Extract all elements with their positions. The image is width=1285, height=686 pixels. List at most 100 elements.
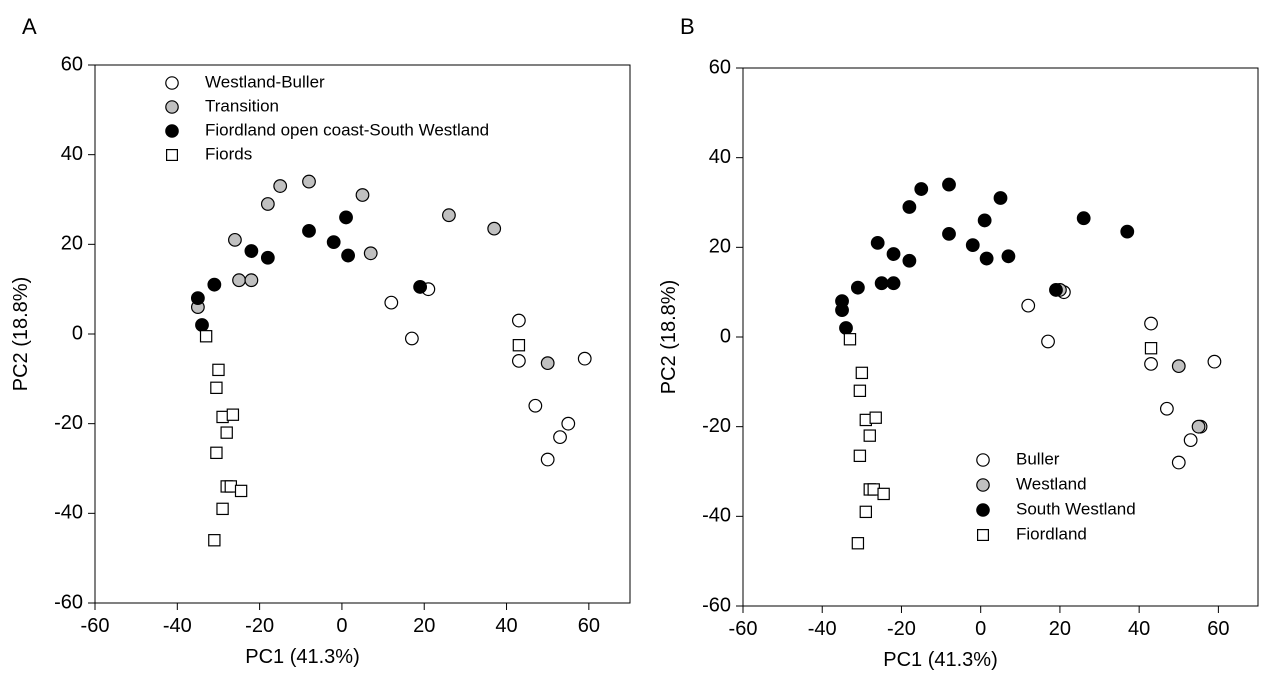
data-point: [341, 248, 355, 263]
y-tick-label: 20: [709, 236, 731, 258]
legend-label: Buller: [1016, 449, 1060, 468]
data-point: [260, 197, 275, 211]
panel-label: B: [680, 14, 695, 39]
data-point: [1183, 433, 1198, 448]
data-point: [1144, 357, 1158, 371]
data-point: [528, 398, 543, 413]
data-point: [1144, 316, 1158, 331]
data-point: [561, 416, 576, 431]
panel-label: A: [22, 14, 37, 39]
data-point: [851, 537, 865, 550]
x-tick-label: 0: [336, 615, 347, 637]
x-tick-label: -20: [245, 615, 274, 637]
x-tick-label: 40: [1128, 618, 1150, 640]
data-point: [384, 295, 399, 310]
data-point: [540, 452, 555, 467]
legend-marker: [976, 453, 990, 467]
data-point: [540, 356, 555, 371]
x-tick-label: -20: [887, 618, 916, 640]
legend-marker: [976, 528, 989, 541]
legend-marker: [166, 149, 179, 162]
plot-frame: [742, 67, 1259, 607]
legend: Buller Westland South Westland Fiordland: [976, 449, 1136, 543]
x-axis-title: PC1 (41.3%): [883, 649, 998, 671]
x-tick-label: 20: [1049, 618, 1071, 640]
data-point: [244, 273, 259, 288]
data-point: [273, 179, 288, 193]
x-tick-label: 40: [495, 615, 517, 637]
data-point: [244, 244, 259, 258]
data-point: [442, 208, 456, 223]
x-tick-label: -60: [729, 618, 758, 640]
y-tick-label: -60: [54, 591, 83, 613]
y-tick-label: 20: [61, 233, 83, 255]
data-point: [914, 182, 929, 196]
data-point: [1120, 224, 1135, 239]
data-point: [302, 223, 316, 238]
legend-marker: [976, 503, 990, 517]
data-point: [942, 177, 956, 192]
data-point: [1144, 342, 1158, 355]
data-point: [232, 273, 246, 288]
data-point: [1207, 354, 1222, 369]
data-point: [216, 502, 229, 516]
y-axis-title: PC2 (18.8%): [658, 280, 680, 395]
data-point: [843, 333, 857, 346]
x-tick-label: 0: [975, 618, 986, 640]
y-tick-label: -40: [54, 502, 83, 524]
data-point: [487, 221, 502, 236]
data-point: [512, 339, 526, 352]
data-point: [1191, 419, 1206, 434]
data-point: [1049, 283, 1063, 297]
data-point: [853, 449, 867, 463]
data-point: [404, 331, 419, 346]
x-axis-title: PC1 (41.3%): [245, 646, 360, 668]
data-point: [195, 318, 209, 332]
legend-label: Fiordland open coast-South Westland: [205, 120, 489, 139]
data-point: [863, 429, 876, 442]
legend-label: Westland-Buller: [205, 72, 325, 91]
data-point: [1171, 455, 1186, 470]
data-point: [870, 235, 885, 250]
data-point: [207, 277, 222, 292]
panel-b: B -60 -40 -20 0 20 40 60 -60 -40 -20 0 20 40 60 PC1 (41…: [658, 14, 1259, 671]
data-point: [199, 330, 213, 343]
data-point: [855, 366, 869, 380]
y-tick-label: 60: [61, 53, 83, 75]
x-tick-label: 20: [413, 615, 435, 637]
y-tick-label: 60: [709, 56, 731, 78]
data-point: [577, 351, 592, 366]
legend-marker: [165, 100, 179, 114]
data-point: [511, 354, 526, 368]
data-point: [511, 313, 526, 328]
data-point: [553, 430, 567, 445]
data-point: [326, 235, 341, 249]
data-point: [886, 247, 901, 261]
legend: Westland-Buller Transition Fiordland open …: [165, 72, 489, 163]
data-point: [853, 384, 867, 398]
data-point: [190, 291, 205, 306]
y-tick-label: -20: [54, 412, 83, 434]
data-point: [859, 505, 873, 519]
x-tick-label: 60: [578, 615, 600, 637]
y-tick-label: 0: [72, 322, 83, 344]
legend-marker: [976, 478, 990, 492]
legend-label: Fiordland: [1016, 524, 1087, 543]
data-point: [355, 188, 370, 202]
data-point: [1001, 249, 1016, 264]
data-point: [886, 276, 901, 291]
data-point: [979, 251, 994, 266]
data-point: [220, 426, 233, 439]
data-point: [977, 213, 992, 228]
data-point: [850, 280, 865, 295]
legend-marker: [165, 124, 179, 138]
x-tick-label: -60: [81, 615, 110, 637]
data-point: [216, 410, 229, 424]
y-tick-label: 40: [709, 146, 731, 168]
data-point: [208, 534, 221, 547]
data-point: [363, 246, 378, 261]
y-axis-title: PC2 (18.8%): [10, 277, 32, 392]
data-point: [902, 200, 917, 214]
data-point: [260, 250, 275, 265]
